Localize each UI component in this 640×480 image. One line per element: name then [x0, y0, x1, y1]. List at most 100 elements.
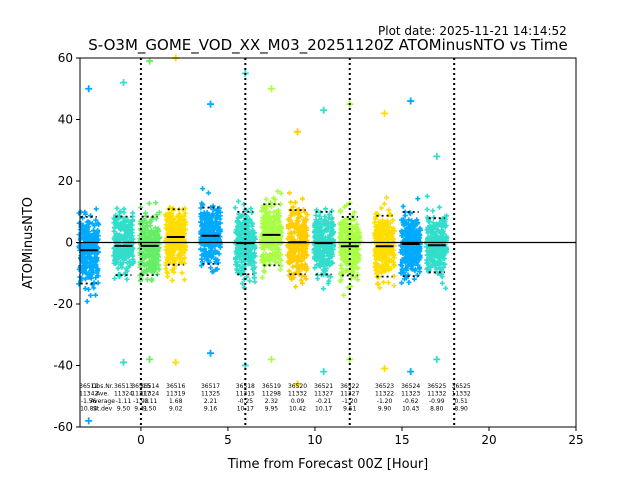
scatter-point [117, 237, 123, 243]
scatter-point [163, 260, 169, 266]
scatter-point [268, 243, 274, 249]
bin-label: 0.09 [291, 398, 305, 405]
scatter-point [117, 223, 123, 229]
bin-label: 9.90 [378, 406, 392, 413]
scatter-points [76, 54, 450, 425]
scatter-point [248, 206, 254, 212]
scatter-point [261, 246, 267, 252]
scatter-point [165, 255, 171, 261]
scatter-point [433, 152, 441, 160]
scatter-point [112, 236, 118, 242]
scatter-point [217, 244, 223, 250]
scatter-point [205, 190, 211, 196]
bin-label: 36521 [314, 383, 333, 390]
scatter-point [129, 222, 135, 228]
scatter-point [400, 203, 406, 209]
scatter-point [172, 256, 178, 262]
scatter-point [115, 255, 121, 261]
scatter-point [129, 260, 135, 266]
y-tick-label: 60 [58, 51, 73, 65]
scatter-point [149, 230, 155, 236]
scatter-point [215, 221, 221, 227]
scatter-point [235, 218, 241, 224]
scatter-point [151, 268, 157, 274]
bin-cloud [76, 85, 102, 425]
scatter-point [378, 205, 384, 211]
bin-label: 11332 [452, 391, 471, 398]
bin-labels: 3651211342-1.5610.843651311324-1.119.503… [79, 383, 471, 413]
scatter-point [124, 276, 130, 282]
scatter-point [163, 244, 169, 250]
bin-cloud [372, 109, 398, 373]
scatter-point [95, 233, 101, 239]
bin-label: 36523 [375, 383, 394, 390]
scatter-point [239, 281, 245, 287]
scatter-point [303, 216, 309, 222]
scatter-point [263, 196, 269, 202]
scatter-point [237, 232, 243, 238]
scatter-point [114, 219, 120, 225]
scatter-point [125, 230, 131, 236]
scatter-point [239, 269, 245, 275]
scatter-point [250, 258, 256, 264]
scatter-point [267, 214, 273, 220]
scatter-point [91, 285, 97, 291]
scatter-point [129, 227, 135, 233]
bin-label: 9.16 [204, 406, 218, 413]
scatter-point [169, 247, 175, 253]
stats-legend-label: Obs.Nr. [92, 383, 114, 390]
scatter-point [217, 213, 223, 219]
scatter-point [213, 259, 219, 265]
scatter-point [259, 208, 265, 214]
scatter-point [239, 213, 245, 219]
scatter-point [145, 249, 151, 255]
scatter-point [270, 229, 276, 235]
scatter-point [287, 217, 293, 223]
bin-label: -1.98 [133, 398, 149, 405]
bin-label: 0.51 [454, 398, 468, 405]
scatter-point [296, 267, 302, 273]
scatter-point [320, 106, 328, 114]
scatter-point [275, 245, 281, 251]
scatter-point [145, 227, 151, 233]
scatter-point [207, 219, 213, 225]
scatter-point [209, 214, 215, 220]
scatter-point [81, 260, 87, 266]
bin-label: 36517 [201, 383, 220, 390]
scatter-point [275, 260, 281, 266]
scatter-point [199, 222, 205, 228]
scatter-point [129, 233, 135, 239]
bin-label: 8.90 [454, 406, 468, 413]
y-axis-label: ATOMinusNTO [21, 197, 36, 289]
scatter-point [293, 220, 299, 226]
bin-label: -0.99 [429, 398, 445, 405]
scatter-point [275, 214, 281, 220]
scatter-point [83, 225, 89, 231]
scatter-point [78, 224, 84, 230]
scatter-point [304, 233, 310, 239]
bin-label: 36513 [114, 383, 133, 390]
scatter-point [166, 227, 172, 233]
scatter-point [277, 267, 283, 273]
x-tick-label: 0 [137, 433, 145, 447]
scatter-point [202, 253, 208, 259]
scatter-point [182, 255, 188, 261]
scatter-point [245, 261, 251, 267]
bin-label: 11317 [131, 391, 150, 398]
scatter-point [149, 277, 155, 283]
scatter-point [381, 365, 389, 373]
scatter-point [142, 217, 148, 223]
bin-label: 36520 [288, 383, 307, 390]
x-tick-label: 10 [307, 433, 322, 447]
scatter-point [164, 269, 170, 275]
scatter-point [201, 212, 207, 218]
scatter-point [88, 213, 94, 219]
scatter-point [211, 237, 217, 243]
scatter-point [433, 355, 441, 363]
scatter-point [237, 222, 243, 228]
scatter-point [292, 200, 298, 206]
scatter-point [261, 268, 267, 274]
bin-label: 36525 [427, 383, 446, 390]
scatter-point [439, 280, 445, 286]
scatter-point [207, 349, 215, 357]
